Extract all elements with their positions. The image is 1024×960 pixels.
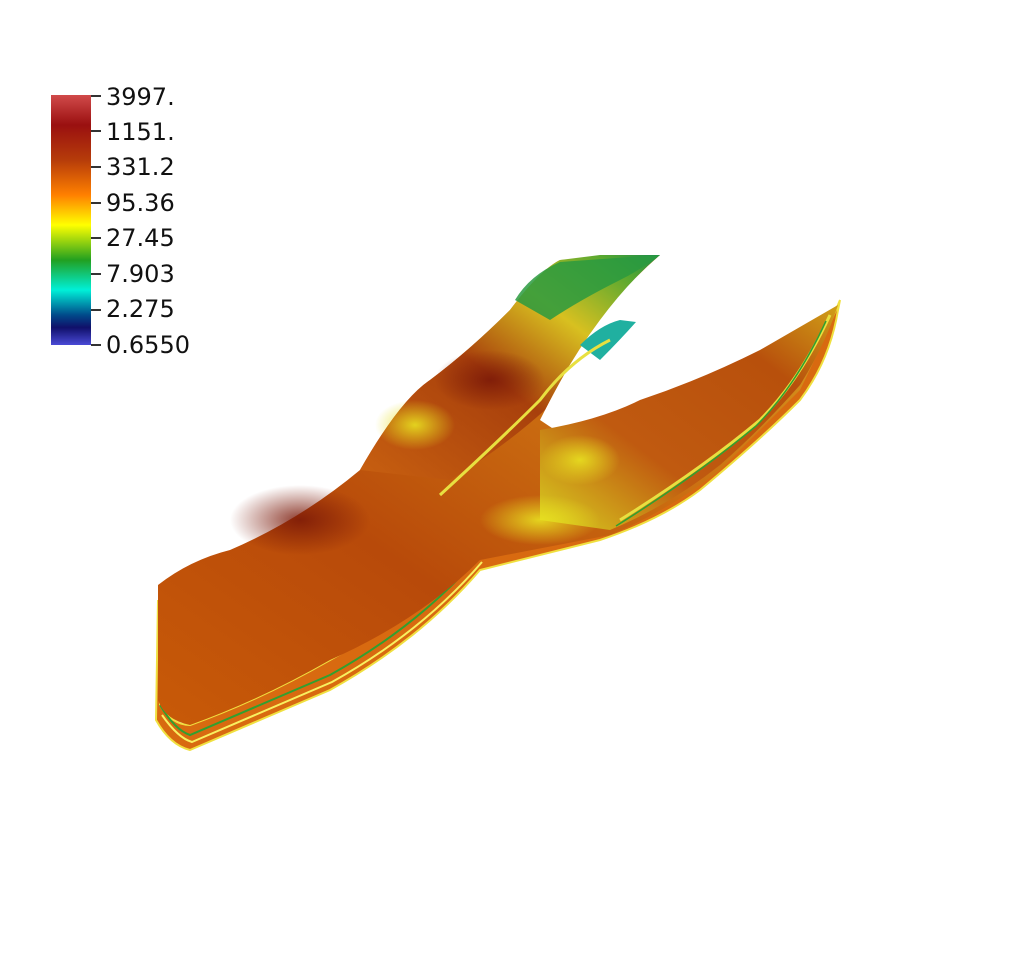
colorbar-tick-label: 331.2 [106,153,175,181]
yellow-spot-1 [375,400,455,450]
model-main-body [158,255,838,725]
colorbar-tick-label: 1151. [106,118,175,146]
colorbar-tick [91,237,101,239]
model-side-stripe [159,554,481,737]
colorbar-tick-label: 27.45 [106,224,175,252]
dark-spot-2 [230,485,370,555]
model-side-stripe-2 [161,561,483,744]
colorbar-tick-label: 3997. [106,83,175,111]
model-ridge-right-inner [615,320,827,527]
yellow-spot-2 [480,495,600,545]
model-green-tip [515,255,660,320]
color-legend-bar [51,95,91,345]
model-right-arm [540,305,838,530]
colorbar-tick [91,202,101,204]
colorbar-tick-label: 95.36 [106,189,175,217]
colorbar-tick-label: 7.903 [106,260,175,288]
colorbar-tick [91,95,101,97]
colorbar-tick [91,166,101,168]
yellow-spot-3 [540,435,620,485]
dark-spot-1 [435,350,545,410]
colorbar-tick-label: 0.6550 [106,331,190,359]
colorbar-tick [91,273,101,275]
colorbar-tick [91,344,101,346]
model-ridge-left [438,338,611,497]
colorbar-tick-label: 2.275 [106,295,175,323]
colorbar-tick [91,130,101,132]
colorbar-tick [91,309,101,311]
